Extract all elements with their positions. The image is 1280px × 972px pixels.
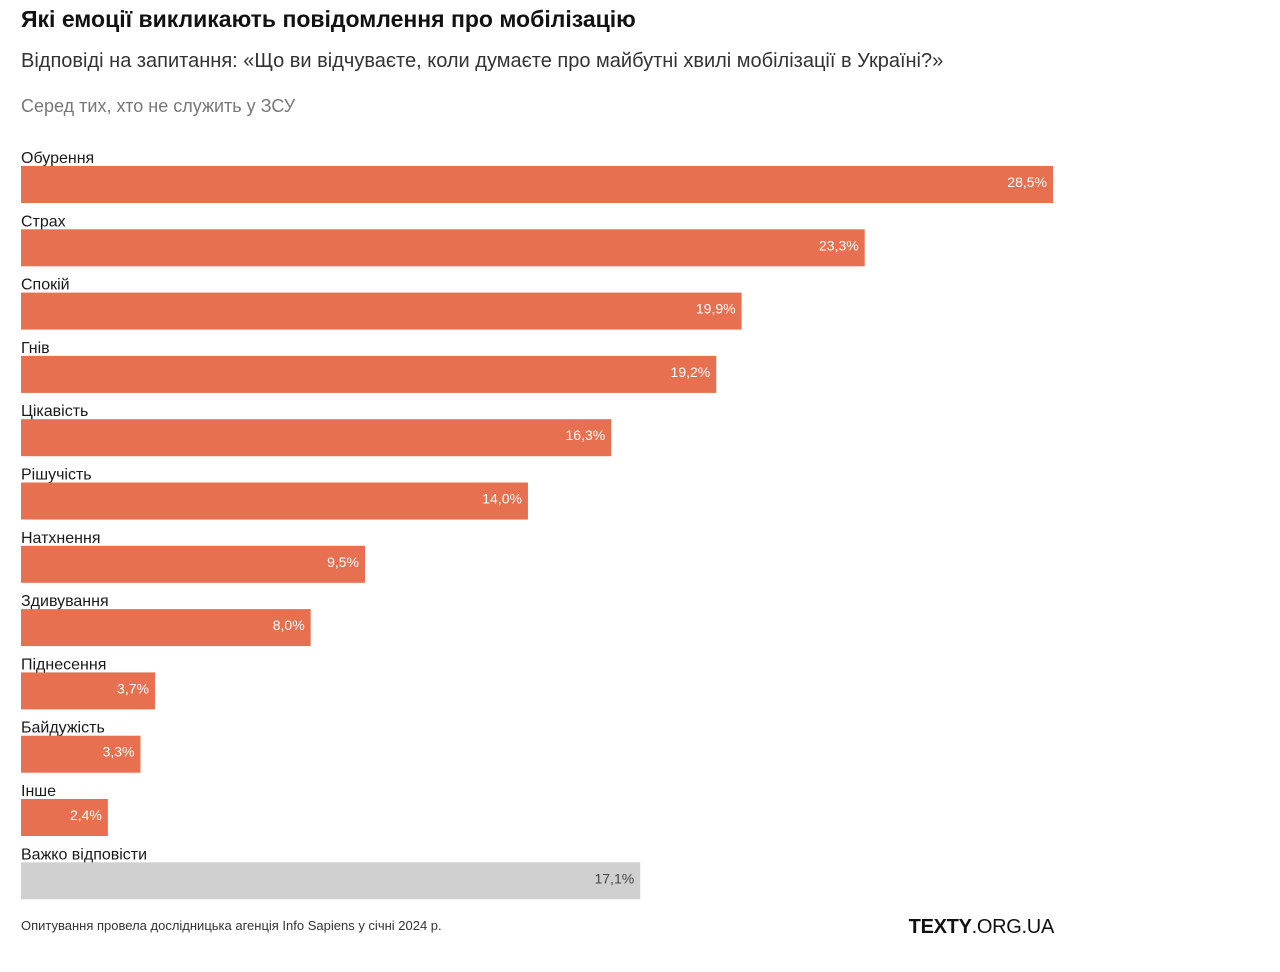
bar [21,419,612,457]
source-note: Опитування провела дослідницька агенція … [21,918,442,933]
value-label: 2,4% [70,807,102,823]
category-label: Натхнення [21,530,101,547]
bar [21,229,865,267]
value-label: 19,9% [696,301,736,317]
brand-logo[interactable]: TEXTY.ORG.UA [908,916,1055,939]
value-label: 28,5% [1007,174,1047,190]
category-label: Обурення [21,150,94,167]
value-label: 9,5% [327,554,359,570]
category-label: Страх [21,213,66,230]
chart-subtitle: Відповіді на запитання: «Що ви відчуваєт… [21,50,944,72]
value-label: 3,7% [117,680,149,696]
category-label: Байдужість [21,720,105,737]
brand-logo-bold: TEXTY [908,916,972,938]
category-label: Піднесення [21,656,106,673]
chart-note: Серед тих, хто не служить у ЗСУ [21,96,296,116]
bar [21,862,641,900]
bar [21,355,717,393]
brand-logo-rest: .ORG.UA [971,916,1055,938]
bar [21,545,365,583]
bar [21,799,108,836]
chart-title: Які емоції викликають повідомлення про м… [21,6,636,32]
value-label: 8,0% [273,617,305,633]
category-label: Цікавість [21,403,88,420]
bar [21,735,141,773]
category-label: Гнів [21,340,50,357]
bar [21,166,1053,203]
category-label: Здивування [21,593,109,610]
bar [21,292,742,330]
bar [21,672,155,710]
category-label: Спокій [21,277,70,294]
value-label: 23,3% [819,237,859,253]
bar [21,482,528,520]
value-label: 19,2% [671,364,711,380]
value-label: 3,3% [103,744,135,760]
category-label: Важко відповісти [21,846,147,863]
value-label: 16,3% [566,427,606,443]
value-label: 14,0% [482,491,522,507]
category-label: Рішучість [21,467,92,484]
value-label: 17,1% [594,870,634,886]
bar [21,609,311,647]
category-label: Інше [21,783,56,800]
